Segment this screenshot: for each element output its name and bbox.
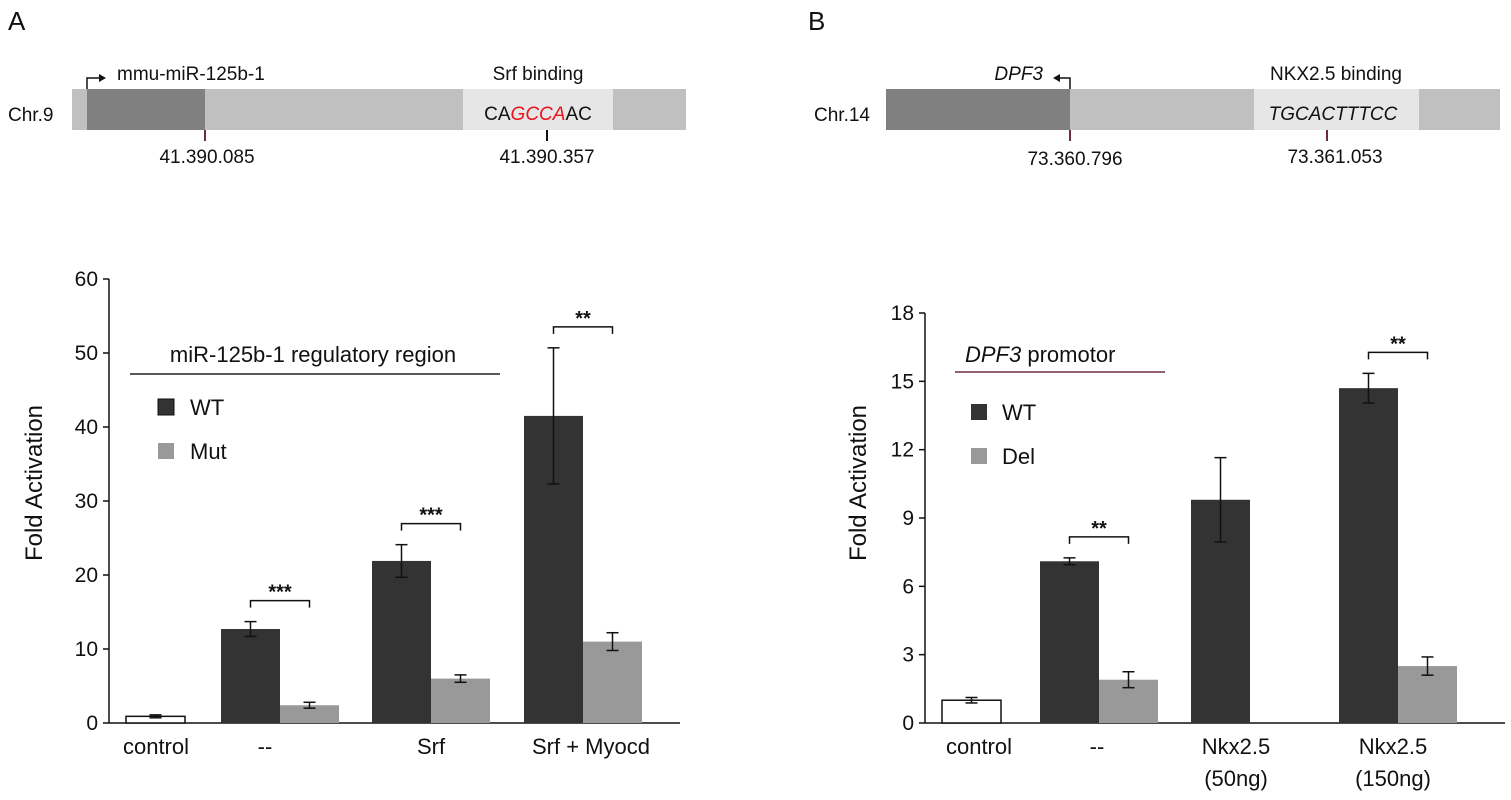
bar-chart-b: 0 3 6 9 12 15 18 Fold Activation ** ** control -- Nk…: [845, 302, 1505, 791]
y-tick-label-a: 40: [75, 416, 98, 439]
legend-swatch-wt-b: [971, 404, 987, 420]
panel-b-diagram: B Chr.14 DPF3 NKX2.5 binding TGCACTTTCC …: [808, 6, 1500, 170]
significance-label-a: **: [575, 308, 591, 330]
y-tick-label-a: 30: [75, 490, 98, 513]
tss-arrowhead-icon-b: [1053, 74, 1060, 82]
bar-mut-a: [583, 641, 642, 723]
gene-block-a: [87, 89, 205, 130]
legend-swatch-wt-a: [157, 398, 175, 416]
panel-a-diagram: A Chr.9 mmu-miR-125b-1 Srf binding CAGCC…: [8, 6, 686, 168]
category-label-a: control: [123, 734, 189, 759]
region-title-b: DPF3 promotor: [965, 342, 1115, 367]
bar-wt-a: [221, 629, 280, 723]
significance-bracket-a: [249, 599, 311, 608]
region-title-a: miR-125b-1 regulatory region: [170, 342, 456, 367]
significance-label-b: **: [1390, 333, 1406, 355]
category-label-a: Srf + Myocd: [532, 734, 650, 759]
y-axis-title-a: Fold Activation: [21, 405, 48, 561]
y-axis-title-b: Fold Activation: [845, 405, 872, 561]
binding-sequence-b: TGCACTTTCC: [1269, 104, 1398, 125]
y-tick-label-b: 12: [891, 439, 914, 462]
panel-a-letter: A: [8, 6, 26, 36]
significance-label-b: **: [1091, 518, 1107, 540]
y-tick-label-b: 18: [891, 302, 914, 325]
bar-wt-b: [1040, 561, 1099, 723]
y-tick-label-a: 60: [75, 268, 98, 291]
category-label-b: (150ng): [1355, 766, 1431, 791]
legend-label-wt-a: WT: [190, 395, 224, 420]
y-tick-label-b: 9: [902, 507, 914, 530]
significance-bracket-a: [400, 522, 462, 531]
legend-label-mut-a: Mut: [190, 439, 227, 464]
tss-arrow-icon-a: [86, 77, 101, 89]
binding-box-a: [463, 89, 613, 130]
gene-label-a: mmu-miR-125b-1: [117, 64, 265, 85]
bar-mut-a: [280, 705, 339, 723]
coord-binding-a: 41.390.357: [499, 147, 594, 168]
binding-title-b: NKX2.5 binding: [1270, 64, 1402, 85]
category-label-b: control: [946, 734, 1012, 759]
significance-label-a: ***: [419, 505, 443, 527]
panel-b-chart-annotations: DPF3 promotor WT Del: [955, 342, 1165, 469]
coord-gene-a: 41.390.085: [159, 147, 254, 168]
tss-arrow-icon-b: [1058, 77, 1071, 89]
y-tick-label-b: 0: [902, 712, 914, 735]
legend-label-wt-b: WT: [1002, 400, 1036, 425]
coord-binding-b: 73.361.053: [1287, 147, 1382, 168]
significance-bracket-a: [552, 326, 614, 334]
category-label-a: --: [258, 734, 273, 759]
y-tick-label-a: 0: [86, 712, 98, 735]
significance-bracket-b: [1068, 536, 1130, 544]
category-label-b: --: [1090, 734, 1105, 759]
gene-block-b: [886, 89, 1070, 130]
category-label-b: (50ng): [1204, 766, 1268, 791]
y-tick-label-a: 50: [75, 342, 98, 365]
panel-b-letter: B: [808, 6, 825, 36]
legend-swatch-del-b: [971, 448, 987, 464]
chrom-label-b: Chr.14: [814, 105, 870, 126]
binding-sequence-a: CAGCCAAC: [484, 104, 592, 125]
tss-arrowhead-icon-a: [99, 74, 106, 82]
panel-a-chart-annotations: miR-125b-1 regulatory region WT Mut: [130, 342, 500, 464]
y-tick-label-a: 20: [75, 564, 98, 587]
chrom-label-a: Chr.9: [8, 105, 53, 126]
binding-title-a: Srf binding: [493, 64, 584, 85]
y-tick-label-b: 6: [902, 575, 914, 598]
category-label-b: Nkx2.5: [1202, 734, 1270, 759]
category-label-b: Nkx2.5: [1359, 734, 1427, 759]
legend-label-del-b: Del: [1002, 444, 1035, 469]
y-tick-label-b: 15: [891, 370, 914, 393]
category-label-a: Srf: [417, 734, 446, 759]
significance-bracket-b: [1367, 351, 1429, 360]
bar-wt-a: [372, 560, 431, 723]
bar-mut-a: [431, 678, 490, 723]
coord-gene-b: 73.360.796: [1027, 149, 1122, 170]
y-tick-label-a: 10: [75, 638, 98, 661]
y-tick-label-b: 3: [902, 644, 914, 667]
binding-box-b: [1254, 89, 1419, 130]
gene-label-b: DPF3: [994, 64, 1043, 85]
significance-label-a: ***: [268, 582, 292, 604]
legend-swatch-mut-a: [158, 443, 174, 459]
bar-wt-b: [1339, 388, 1398, 723]
